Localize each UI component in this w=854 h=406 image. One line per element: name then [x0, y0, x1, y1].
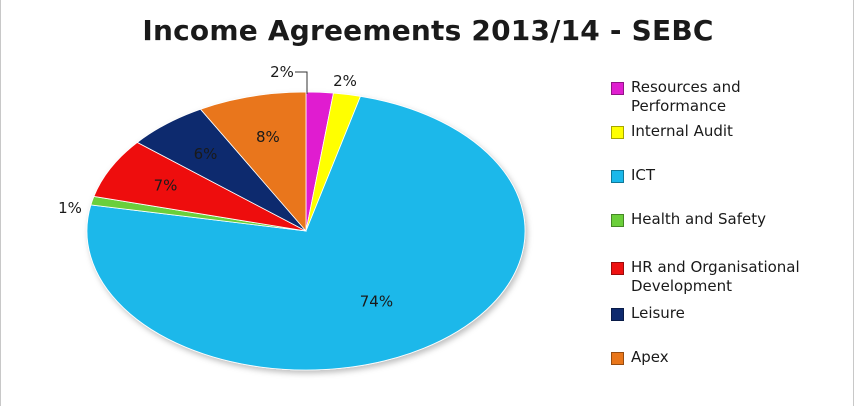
legend-label: Resources and Performance [631, 78, 741, 115]
pie-slice-ict [86, 95, 526, 371]
legend-item-resources-and-performance: Resources and Performance [611, 78, 836, 116]
legend-label: ICT [631, 166, 656, 184]
slice-label-ict: 74% [360, 292, 393, 310]
leader-line-resources-and-performance [295, 71, 308, 94]
slice-label-leisure: 6% [194, 145, 218, 163]
slice-label-hr-and-organisational-development: 7% [154, 177, 178, 195]
legend-label: HR and Organisational Development [631, 258, 800, 295]
chart-title: Income Agreements 2013/14 - SEBC [142, 14, 714, 47]
slice-label-apex: 8% [256, 128, 280, 146]
pie-slice-apex [199, 91, 307, 233]
slice-label-resources-and-performance: 2% [270, 63, 294, 81]
legend-swatch [611, 308, 624, 321]
legend-item-health-and-safety: Health and Safety [611, 210, 836, 229]
legend-item-apex: Apex [611, 348, 836, 367]
slice-label-internal-audit: 2% [333, 72, 357, 90]
legend-swatch [611, 214, 624, 227]
legend-item-leisure: Leisure [611, 304, 836, 323]
legend-item-ict: ICT [611, 166, 836, 185]
legend-label: Apex [631, 348, 669, 366]
legend-item-internal-audit: Internal Audit [611, 122, 836, 141]
legend-swatch [611, 352, 624, 365]
legend-swatch [611, 170, 624, 183]
legend-item-hr-and-organisational-development: HR and Organisational Development [611, 258, 836, 296]
slice-label-health-and-safety: 1% [58, 199, 82, 217]
legend-swatch [611, 82, 624, 95]
legend-label: Leisure [631, 304, 685, 322]
legend-swatch [611, 126, 624, 139]
legend-label: Internal Audit [631, 122, 733, 140]
legend-label: Health and Safety [631, 210, 766, 228]
legend-swatch [611, 262, 624, 275]
